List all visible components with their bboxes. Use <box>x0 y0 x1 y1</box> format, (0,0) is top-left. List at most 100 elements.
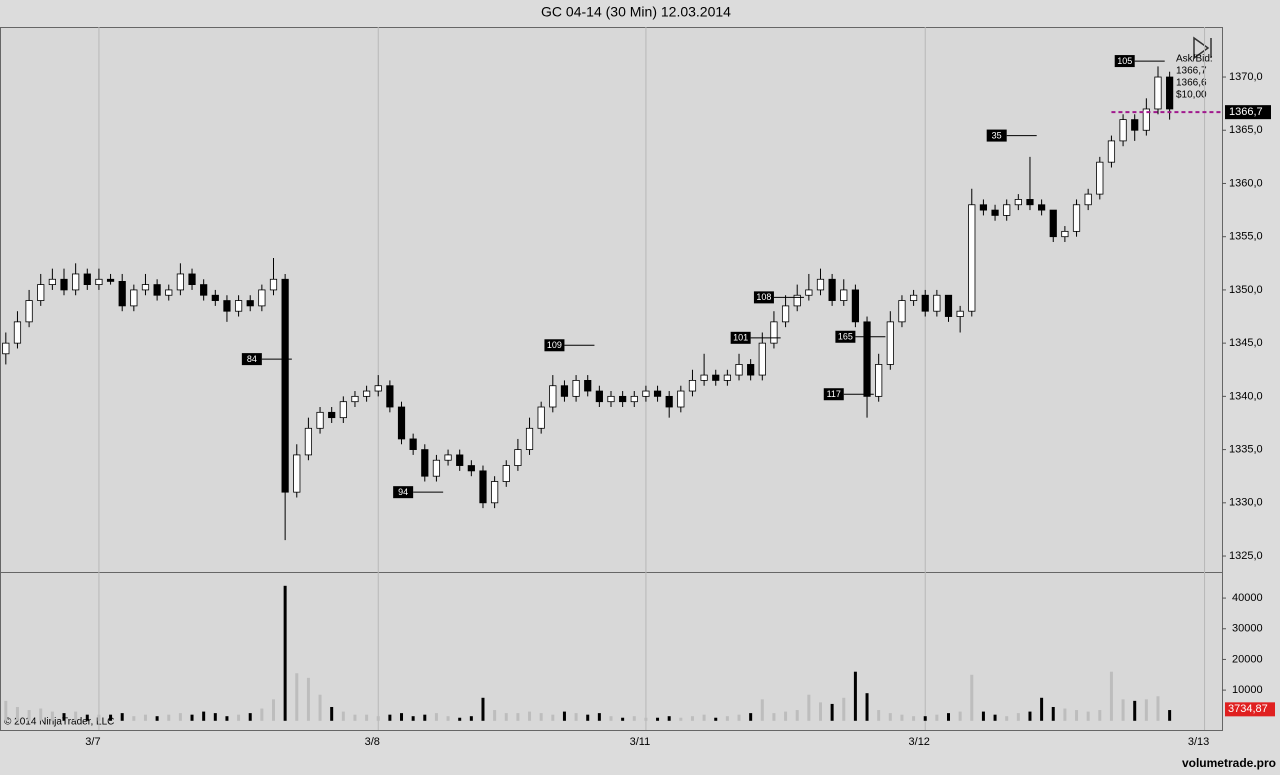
y-tick-label: 1360,0 <box>1229 177 1263 189</box>
last-price-box <box>1225 105 1271 120</box>
volume-bar <box>1156 696 1160 721</box>
candle-body <box>83 273 91 285</box>
candle-body <box>595 390 603 403</box>
volume-bar <box>1121 699 1125 721</box>
volume-bar <box>376 716 380 721</box>
y2-tick-label: 20000 <box>1232 653 1263 665</box>
candle-body <box>747 364 755 376</box>
annotation-text: 108 <box>756 292 771 302</box>
play-icon[interactable] <box>1193 36 1212 60</box>
annotation-box <box>823 388 844 401</box>
volume-bar <box>830 703 834 721</box>
volume-last-label: 3734,87 <box>1228 703 1268 715</box>
play-triangle[interactable] <box>1193 36 1210 60</box>
volume-bar <box>504 713 508 721</box>
volume-bar <box>900 714 904 721</box>
volume-bar <box>993 714 997 721</box>
volume-bar <box>981 711 985 721</box>
volume-bar <box>690 716 694 721</box>
y-tick-label: 1335,0 <box>1229 443 1263 455</box>
candle-body <box>793 294 801 307</box>
y-tick-label: 1330,0 <box>1229 497 1263 509</box>
watermark: volumetrade.pro <box>1182 756 1276 770</box>
volume-bar <box>388 714 392 721</box>
annotation: 105 <box>1114 55 1165 68</box>
volume-bar <box>120 713 124 721</box>
candle-body <box>479 470 487 504</box>
volume-bar <box>423 714 427 721</box>
volume-bar <box>1086 711 1090 721</box>
candle-body <box>1072 204 1081 232</box>
candle-body <box>188 273 196 285</box>
candle-body <box>933 294 941 312</box>
volume-bar <box>644 717 648 721</box>
volume-bar <box>621 717 625 721</box>
annotation-text: 105 <box>1117 56 1132 66</box>
x-tick-label: 3/13 <box>1188 736 1209 748</box>
volume-bar <box>1098 710 1102 721</box>
candle-body <box>234 300 243 312</box>
volume-bar <box>493 710 497 721</box>
y-tick-label: 1365,0 <box>1229 124 1263 136</box>
candle-body <box>1061 230 1069 238</box>
candle-body <box>1014 199 1022 206</box>
last-price-label: 1366,7 <box>1229 106 1263 118</box>
candle-body <box>677 390 685 408</box>
candle-body <box>770 321 778 344</box>
candle-body <box>979 204 988 211</box>
candle-body <box>374 385 382 392</box>
annotation-text: 101 <box>733 333 748 343</box>
candle-body <box>968 204 976 312</box>
candle-body <box>118 281 126 307</box>
volume-bar <box>109 714 113 721</box>
candle-body <box>688 379 697 392</box>
volume-bar <box>1028 711 1032 721</box>
volume-bar <box>27 710 31 721</box>
candle-body <box>269 278 278 291</box>
volume-bar <box>434 713 438 721</box>
volume-bar <box>411 716 415 721</box>
volume-bar <box>656 717 660 721</box>
candle-body <box>840 289 848 301</box>
volume-bar <box>1063 708 1067 721</box>
volume-bar <box>923 716 927 721</box>
volume-bar <box>260 708 264 721</box>
candle-body <box>549 385 557 408</box>
candle-body <box>200 284 208 296</box>
volume-bar <box>725 716 729 721</box>
volume-bar <box>586 714 590 721</box>
annotation-box <box>730 331 751 344</box>
candle-body <box>607 395 615 403</box>
volume-bar <box>341 711 345 721</box>
volume-bar <box>784 711 788 721</box>
volume-bar <box>50 711 54 721</box>
volume-bar <box>400 713 404 721</box>
volume-bar <box>213 713 217 721</box>
candle-body <box>165 289 173 296</box>
volume-bar <box>248 713 252 721</box>
volume-bar <box>795 710 799 721</box>
annotation-box <box>835 330 856 343</box>
volume-bar <box>190 714 194 721</box>
annotation-text: 109 <box>547 340 562 350</box>
volume-last-box <box>1225 702 1275 717</box>
candle-body <box>781 305 790 323</box>
x-tick-label: 3/7 <box>85 736 100 748</box>
annotation-box <box>544 339 565 352</box>
candle-body <box>444 454 452 461</box>
candle-body <box>560 385 569 397</box>
candle-body <box>1096 161 1104 195</box>
volume-bar <box>4 700 8 721</box>
candle-body <box>828 278 836 301</box>
volume-bar <box>306 677 310 721</box>
candle-body <box>816 278 825 291</box>
volume-bar <box>528 711 532 721</box>
volume-bar <box>295 673 299 721</box>
candle-body <box>712 374 720 381</box>
volume-bar <box>62 713 66 721</box>
candle-body <box>653 390 662 397</box>
volume-bar <box>970 674 974 721</box>
annotation-text: 94 <box>398 487 408 497</box>
volume-bar <box>155 716 159 721</box>
annotation: 94 <box>393 486 444 499</box>
